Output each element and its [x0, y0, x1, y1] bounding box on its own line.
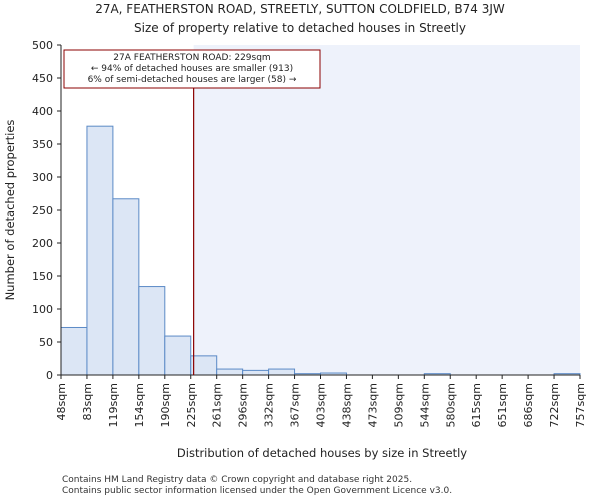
x-tick-label-757sqm: 757sqm — [574, 383, 587, 427]
x-tick-label-438sqm: 438sqm — [340, 383, 353, 427]
chart-title: 27A, FEATHERSTON ROAD, STREETLY, SUTTON … — [95, 2, 505, 16]
x-tick-label-367sqm: 367sqm — [289, 383, 302, 427]
y-tick-label-500: 500 — [32, 39, 53, 52]
bar-332sqm — [268, 368, 296, 376]
annotation-line-1: 27A FEATHERSTON ROAD: 229sqm — [113, 53, 270, 63]
y-tick-label-0: 0 — [46, 369, 53, 382]
x-tick-label-332sqm: 332sqm — [263, 383, 276, 427]
bar-119sqm — [112, 198, 140, 376]
bar-261sqm — [216, 368, 244, 376]
y-axis-label: Number of detached properties — [3, 120, 17, 301]
y-tick-label-250: 250 — [32, 204, 53, 217]
x-axis-label: Distribution of detached houses by size … — [177, 446, 467, 460]
x-tick-label-473sqm: 473sqm — [366, 383, 379, 427]
bar-225sqm — [190, 355, 218, 376]
y-tick-label-200: 200 — [32, 237, 53, 250]
chart-subtitle: Size of property relative to detached ho… — [134, 21, 466, 35]
bar-83sqm — [86, 125, 114, 376]
x-tick-label-154sqm: 154sqm — [133, 383, 146, 427]
x-tick-label-261sqm: 261sqm — [211, 383, 224, 427]
footer-line-2: Contains public sector information licen… — [62, 486, 452, 496]
x-tick-label-722sqm: 722sqm — [548, 383, 561, 427]
y-tick-label-150: 150 — [32, 270, 53, 283]
highlight-region — [193, 45, 580, 375]
bar-48sqm — [60, 326, 88, 376]
y-tick-label-400: 400 — [32, 105, 53, 118]
y-tick-label-450: 450 — [32, 72, 53, 85]
x-tick-label-296sqm: 296sqm — [237, 383, 250, 427]
x-tick-label-615sqm: 615sqm — [470, 383, 483, 427]
x-tick-label-48sqm: 48sqm — [55, 383, 68, 420]
x-tick-label-509sqm: 509sqm — [392, 383, 405, 427]
bar-296sqm — [242, 369, 270, 376]
bar-154sqm — [138, 286, 166, 376]
bar-190sqm — [164, 335, 192, 376]
annotation-box: 27A FEATHERSTON ROAD: 229sqm ← 94% of de… — [63, 49, 321, 89]
x-tick-label-580sqm: 580sqm — [444, 383, 457, 427]
x-tick-label-119sqm: 119sqm — [107, 383, 120, 427]
annotation-line-2: ← 94% of detached houses are smaller (91… — [91, 64, 293, 74]
x-tick-label-190sqm: 190sqm — [159, 383, 172, 427]
annotation-line-3: 6% of semi-detached houses are larger (5… — [88, 75, 297, 85]
x-tick-label-83sqm: 83sqm — [81, 383, 94, 420]
y-tick-label-350: 350 — [32, 138, 53, 151]
y-tick-label-50: 50 — [39, 336, 53, 349]
x-tick-label-544sqm: 544sqm — [418, 383, 431, 427]
footer-line-1: Contains HM Land Registry data © Crown c… — [62, 475, 412, 485]
x-tick-label-651sqm: 651sqm — [496, 383, 509, 427]
annotation-frame — [63, 49, 321, 89]
x-tick-label-403sqm: 403sqm — [315, 383, 328, 427]
y-tick-label-100: 100 — [32, 303, 53, 316]
x-tick-label-225sqm: 225sqm — [185, 383, 198, 427]
y-tick-label-300: 300 — [32, 171, 53, 184]
x-tick-label-686sqm: 686sqm — [522, 383, 535, 427]
